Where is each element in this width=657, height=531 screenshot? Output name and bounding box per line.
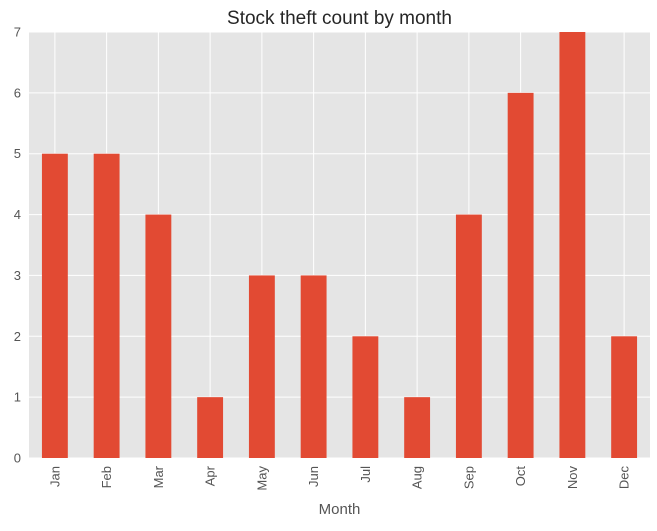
x-tick-label: Jan: [47, 466, 62, 487]
bar-may: [248, 275, 275, 458]
x-tick-label: Dec: [617, 466, 632, 490]
x-tick-label: Aug: [410, 466, 425, 489]
bar-jun: [300, 275, 327, 458]
x-tick-label: Nov: [565, 466, 580, 490]
bars: [41, 32, 638, 458]
bar-dec: [611, 336, 638, 458]
y-axis-ticks: 0 1 2 3 4 5 6 7: [14, 25, 21, 466]
x-tick-label: Jun: [306, 466, 321, 487]
y-tick-label: 4: [14, 207, 21, 222]
y-tick-label: 6: [14, 85, 21, 100]
x-tick-label: Apr: [203, 465, 218, 486]
y-tick-label: 5: [14, 146, 21, 161]
y-tick-label: 2: [14, 329, 21, 344]
bar-mar: [145, 214, 172, 458]
x-tick-label: Feb: [99, 466, 114, 488]
x-axis-ticks: Jan Feb Mar Apr May Jun Jul Aug Sep Oct Nov Dec: [47, 465, 631, 490]
bar-jul: [352, 336, 379, 458]
bar-oct: [507, 92, 534, 458]
y-tick-label: 0: [14, 451, 21, 466]
x-tick-label: Jul: [358, 466, 373, 483]
bar-jan: [41, 153, 68, 458]
chart-title: Stock theft count by month: [227, 8, 452, 29]
plot-area: [29, 32, 650, 458]
bar-sep: [455, 214, 482, 458]
bar-feb: [93, 153, 120, 458]
bar-nov: [559, 32, 586, 458]
x-tick-label: Oct: [513, 466, 528, 487]
x-tick-label: Sep: [461, 466, 476, 489]
bar-aug: [404, 397, 431, 458]
bar-apr: [197, 397, 224, 458]
x-tick-label: May: [254, 466, 269, 491]
y-tick-label: 1: [14, 390, 21, 405]
x-axis-label: Month: [319, 501, 361, 518]
x-tick-label: Mar: [151, 465, 166, 488]
y-tick-label: 3: [14, 268, 21, 283]
y-tick-label: 7: [14, 25, 21, 40]
